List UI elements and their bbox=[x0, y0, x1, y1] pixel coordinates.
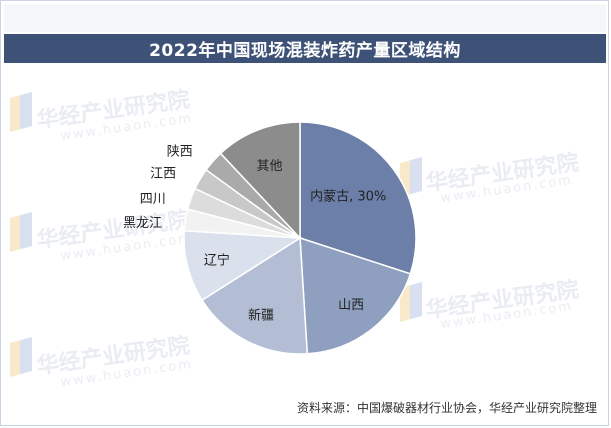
slice-label-4: 黑龙江 bbox=[123, 216, 162, 231]
pie-slice-0 bbox=[299, 121, 417, 275]
slice-label-6: 江西 bbox=[150, 167, 176, 182]
slice-label-7: 陕西 bbox=[167, 145, 193, 160]
slice-label-1: 山西 bbox=[338, 298, 364, 313]
source-note: 资料来源：中国爆破器材行业协会，华经产业研究院整理 bbox=[296, 401, 597, 415]
pie-slice-3 bbox=[183, 229, 303, 302]
header-strip bbox=[4, 4, 606, 32]
slice-label-5: 四川 bbox=[140, 192, 166, 207]
slice-label-2: 新疆 bbox=[248, 307, 274, 323]
pie-slice-8 bbox=[219, 121, 301, 240]
slice-label-8: 其他 bbox=[257, 159, 283, 174]
title-bar: 2022年中国现场混装炸药产量区域结构 bbox=[4, 34, 606, 63]
pie-slice-1 bbox=[299, 236, 412, 355]
chart-title: 2022年中国现场混装炸药产量区域结构 bbox=[149, 41, 461, 61]
pie-slice-2 bbox=[201, 236, 309, 355]
slice-label-3: 辽宁 bbox=[204, 252, 230, 268]
slice-label-0: 内蒙古, 30% bbox=[310, 189, 386, 205]
